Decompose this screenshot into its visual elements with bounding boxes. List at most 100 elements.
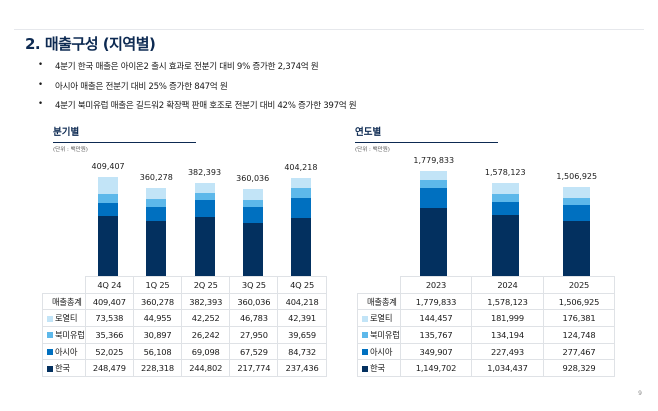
column-header: 3Q 25 xyxy=(229,276,279,294)
legend-swatch-icon xyxy=(362,365,368,372)
table-cell: 360,278 xyxy=(132,292,183,311)
bar-segment-로열티 xyxy=(146,188,167,200)
row-label: 한국 xyxy=(357,359,401,378)
table-row: 로열티 144,457 181,999 176,381 xyxy=(357,309,616,328)
bar-segment-한국 xyxy=(290,218,311,276)
column-header: 4Q 25 xyxy=(277,276,327,294)
bar-segment-북미유럽 xyxy=(146,199,167,207)
table-cell: 69,098 xyxy=(181,342,231,361)
bar-segment-북미유럽 xyxy=(290,188,311,198)
bullet-item: • 아시아 매출은 전분기 대비 25% 증가한 847억 원 xyxy=(38,79,228,92)
bar-segment-로열티 xyxy=(194,183,215,194)
legend-swatch-icon xyxy=(47,332,53,339)
legend-swatch-icon xyxy=(47,349,53,356)
bar-2024 xyxy=(491,182,519,276)
bar-segment-북미유럽 xyxy=(491,193,519,202)
row-label: 매출총계 xyxy=(357,292,401,311)
table-cell: 928,329 xyxy=(542,359,616,378)
table-cell: 35,366 xyxy=(84,326,134,344)
quarterly-unit: (단위 : 백만원) xyxy=(53,147,88,153)
table-cell: 1,779,833 xyxy=(399,292,473,311)
table-row: 아시아 349,907 227,493 277,467 xyxy=(357,342,616,361)
bar-segment-한국 xyxy=(420,208,448,276)
annual-unit: (단위 : 백만원) xyxy=(355,147,390,153)
series-name: 아시아 xyxy=(370,346,393,357)
bar-4Q25 xyxy=(290,177,311,276)
table-cell: 52,025 xyxy=(84,342,134,361)
bar-segment-한국 xyxy=(563,221,591,276)
table-cell: 237,436 xyxy=(277,359,327,378)
total-label: 360,036 xyxy=(236,173,270,183)
top-divider xyxy=(14,29,644,30)
series-name: 한국 xyxy=(370,363,385,374)
bar-segment-아시아 xyxy=(491,201,519,215)
table-cell: 404,218 xyxy=(277,292,327,311)
total-label: 409,407 xyxy=(91,161,125,171)
bar-segment-아시아 xyxy=(290,197,311,219)
table-row: 한국 248,479 228,318 244,802 217,774 237,436 xyxy=(42,359,327,378)
column-header: 2Q 25 xyxy=(181,276,231,294)
bar-2023 xyxy=(420,171,448,276)
table-row-total: 매출총계 1,779,833 1,578,123 1,506,925 xyxy=(357,292,616,311)
legend-swatch-icon xyxy=(362,349,368,356)
table-header-row: 4Q 24 1Q 25 2Q 25 3Q 25 4Q 25 xyxy=(42,276,327,294)
bar-segment-아시아 xyxy=(242,206,263,224)
table-cell: 1,506,925 xyxy=(542,292,616,311)
table-cell: 409,407 xyxy=(84,292,134,311)
bar-segment-로열티 xyxy=(242,188,263,200)
table-header-row: 2023 2024 2025 xyxy=(357,276,616,294)
row-label: 매출총계 xyxy=(42,292,86,311)
bar-segment-아시아 xyxy=(563,204,591,222)
bar-segment-북미유럽 xyxy=(563,197,591,205)
series-name: 북미유럽 xyxy=(55,329,85,340)
bar-segment-로열티 xyxy=(98,176,119,195)
bar-segment-북미유럽 xyxy=(98,194,119,203)
page-number: 9 xyxy=(638,390,642,397)
table-row: 로열티 73,538 44,955 42,252 46,783 42,391 xyxy=(42,309,327,328)
table-cell: 277,467 xyxy=(542,342,616,361)
bar-segment-한국 xyxy=(98,215,119,276)
bar-2Q25 xyxy=(194,183,215,276)
blank-cell xyxy=(357,276,401,294)
row-label: 로열티 xyxy=(357,309,401,328)
bar-segment-아시아 xyxy=(146,206,167,221)
table-cell: 227,493 xyxy=(471,342,544,361)
table-cell: 26,242 xyxy=(181,326,231,344)
table-row: 한국 1,149,702 1,034,437 928,329 xyxy=(357,359,616,378)
table-row-total: 매출총계 409,407 360,278 382,393 360,036 404,218 xyxy=(42,292,327,311)
summary-bullets: • 4분기 한국 매출은 아이온2 출시 효과로 전분기 대비 9% 증가한 2,… xyxy=(38,60,357,119)
row-label: 로열티 xyxy=(42,309,86,328)
bullet-item: • 4분기 북미유럽 매출은 길드워2 확장팩 판매 호조로 전분기 대비 42%… xyxy=(38,99,357,111)
series-name: 로열티 xyxy=(55,313,78,324)
legend-swatch-icon xyxy=(47,365,53,372)
table-row: 북미유럽 135,767 134,194 124,748 xyxy=(357,326,616,344)
bar-segment-한국 xyxy=(242,223,263,276)
bar-segment-북미유럽 xyxy=(242,199,263,207)
table-cell: 382,393 xyxy=(181,292,231,311)
bullet-item: • 4분기 한국 매출은 아이온2 출시 효과로 전분기 대비 9% 증가한 2,… xyxy=(38,60,319,72)
column-header: 1Q 25 xyxy=(132,276,183,294)
row-label: 북미유럽 xyxy=(357,326,401,344)
annual-table: 2023 2024 2025 매출총계 1,779,833 1,578,123 1,506,… xyxy=(357,276,616,378)
bar-segment-아시아 xyxy=(98,202,119,216)
bar-2025 xyxy=(563,187,591,276)
table-row: 북미유럽 35,366 30,897 26,242 27,950 39,659 xyxy=(42,326,327,344)
table-cell: 39,659 xyxy=(277,326,327,344)
table-cell: 1,578,123 xyxy=(471,292,544,311)
table-cell: 228,318 xyxy=(132,359,183,378)
bar-segment-로열티 xyxy=(491,182,519,194)
table-cell: 135,767 xyxy=(399,326,473,344)
blank-cell xyxy=(42,276,86,294)
table-cell: 360,036 xyxy=(229,292,279,311)
table-cell: 134,194 xyxy=(471,326,544,344)
page-title: 2. 매출구성 (지역별) xyxy=(25,35,156,53)
table-cell: 1,149,702 xyxy=(399,359,473,378)
table-cell: 67,529 xyxy=(229,342,279,361)
legend-swatch-icon xyxy=(362,332,368,339)
table-cell: 217,774 xyxy=(229,359,279,378)
legend-swatch-icon xyxy=(362,315,368,322)
table-cell: 42,391 xyxy=(277,309,327,328)
annual-section-title: 연도별 xyxy=(355,124,498,143)
table-cell: 56,108 xyxy=(132,342,183,361)
table-row: 아시아 52,025 56,108 69,098 67,529 84,732 xyxy=(42,342,327,361)
